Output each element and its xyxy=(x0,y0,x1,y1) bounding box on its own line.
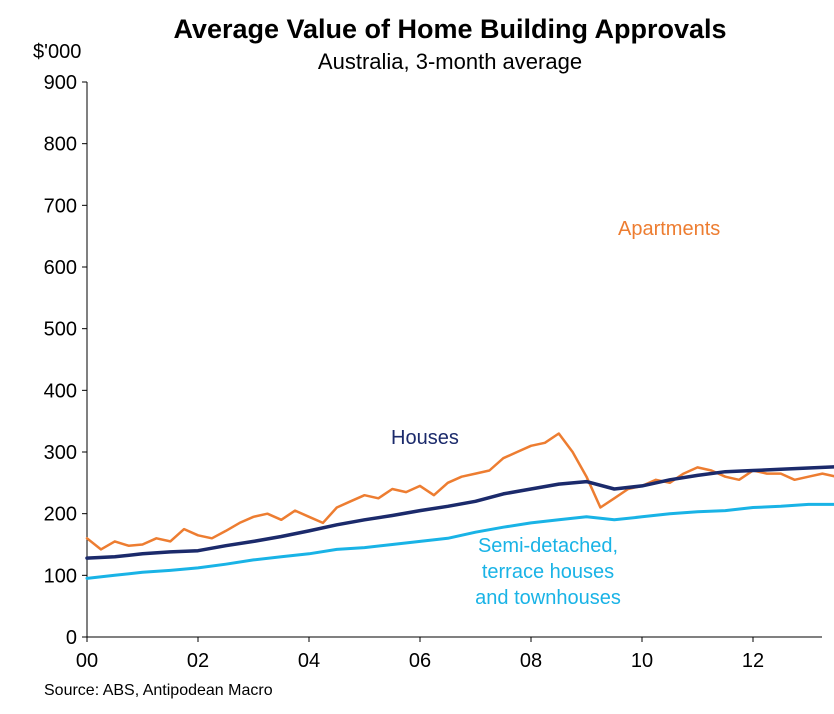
annotation-semi-detached-line-2: terrace houses xyxy=(482,561,614,583)
series-layer xyxy=(85,432,834,580)
y-tick-label: 400 xyxy=(44,380,77,402)
x-tick-label: 12 xyxy=(742,650,764,672)
houses-line xyxy=(85,465,834,560)
annotation-semi-detached-line-3: and townhouses xyxy=(475,587,621,609)
x-tick-label: 10 xyxy=(631,650,653,672)
y-tick-label: 600 xyxy=(44,257,77,279)
y-tick-label: 900 xyxy=(44,72,77,94)
x-tick-label: 04 xyxy=(298,650,320,672)
y-tick-label: 300 xyxy=(44,442,77,464)
apartments-line xyxy=(85,432,834,551)
semi-detached-line xyxy=(85,502,834,580)
x-tick-label: 06 xyxy=(409,650,431,672)
y-tick-label: 800 xyxy=(44,134,77,156)
axes: 0 100 200 300 400 500 600 700 800 900 00 02 04 06 08 10… xyxy=(44,72,822,672)
x-tick-label: 00 xyxy=(76,650,98,672)
annotations-layer: Apartments Houses Semi-detached, terrace ho… xyxy=(391,218,720,609)
x-tick-label: 02 xyxy=(187,650,209,672)
y-tick-label: 700 xyxy=(44,195,77,217)
chart-title: Average Value of Home Building Approvals xyxy=(173,14,727,44)
annotation-houses: Houses xyxy=(391,427,459,449)
y-tick-label: 200 xyxy=(44,504,77,526)
x-tick-label: 08 xyxy=(520,650,542,672)
y-tick-label: 100 xyxy=(44,565,77,587)
y-tick-label: 0 xyxy=(66,627,77,649)
chart-subtitle: Australia, 3-month average xyxy=(317,49,583,74)
y-axis-unit-label: $'000 xyxy=(33,41,82,63)
source-note: Source: ABS, Antipodean Macro xyxy=(44,682,273,699)
annotation-semi-detached-line-1: Semi-detached, xyxy=(478,535,618,557)
annotation-apartments: Apartments xyxy=(618,218,720,240)
y-tick-label: 500 xyxy=(44,319,77,341)
